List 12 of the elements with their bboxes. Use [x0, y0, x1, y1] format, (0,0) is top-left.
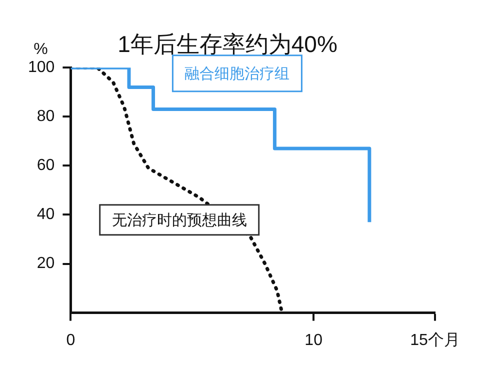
- x-tick-label: 0: [66, 332, 76, 349]
- series-label: 融合细胞治疗组: [184, 65, 290, 82]
- y-axis-title: %: [34, 41, 48, 58]
- y-tick-label: 60: [36, 157, 55, 174]
- series-label: 无治疗时的预想曲线: [112, 212, 247, 230]
- chart-title: 1年后生存率约为40%: [118, 31, 338, 58]
- x-tick-label: 10: [304, 332, 323, 349]
- x-tick-label: 15个月: [410, 330, 460, 349]
- y-tick-label: 40: [36, 206, 55, 224]
- y-tick-label: 20: [36, 255, 55, 272]
- y-tick-label: 100: [28, 59, 55, 76]
- y-tick-label: 80: [36, 108, 55, 126]
